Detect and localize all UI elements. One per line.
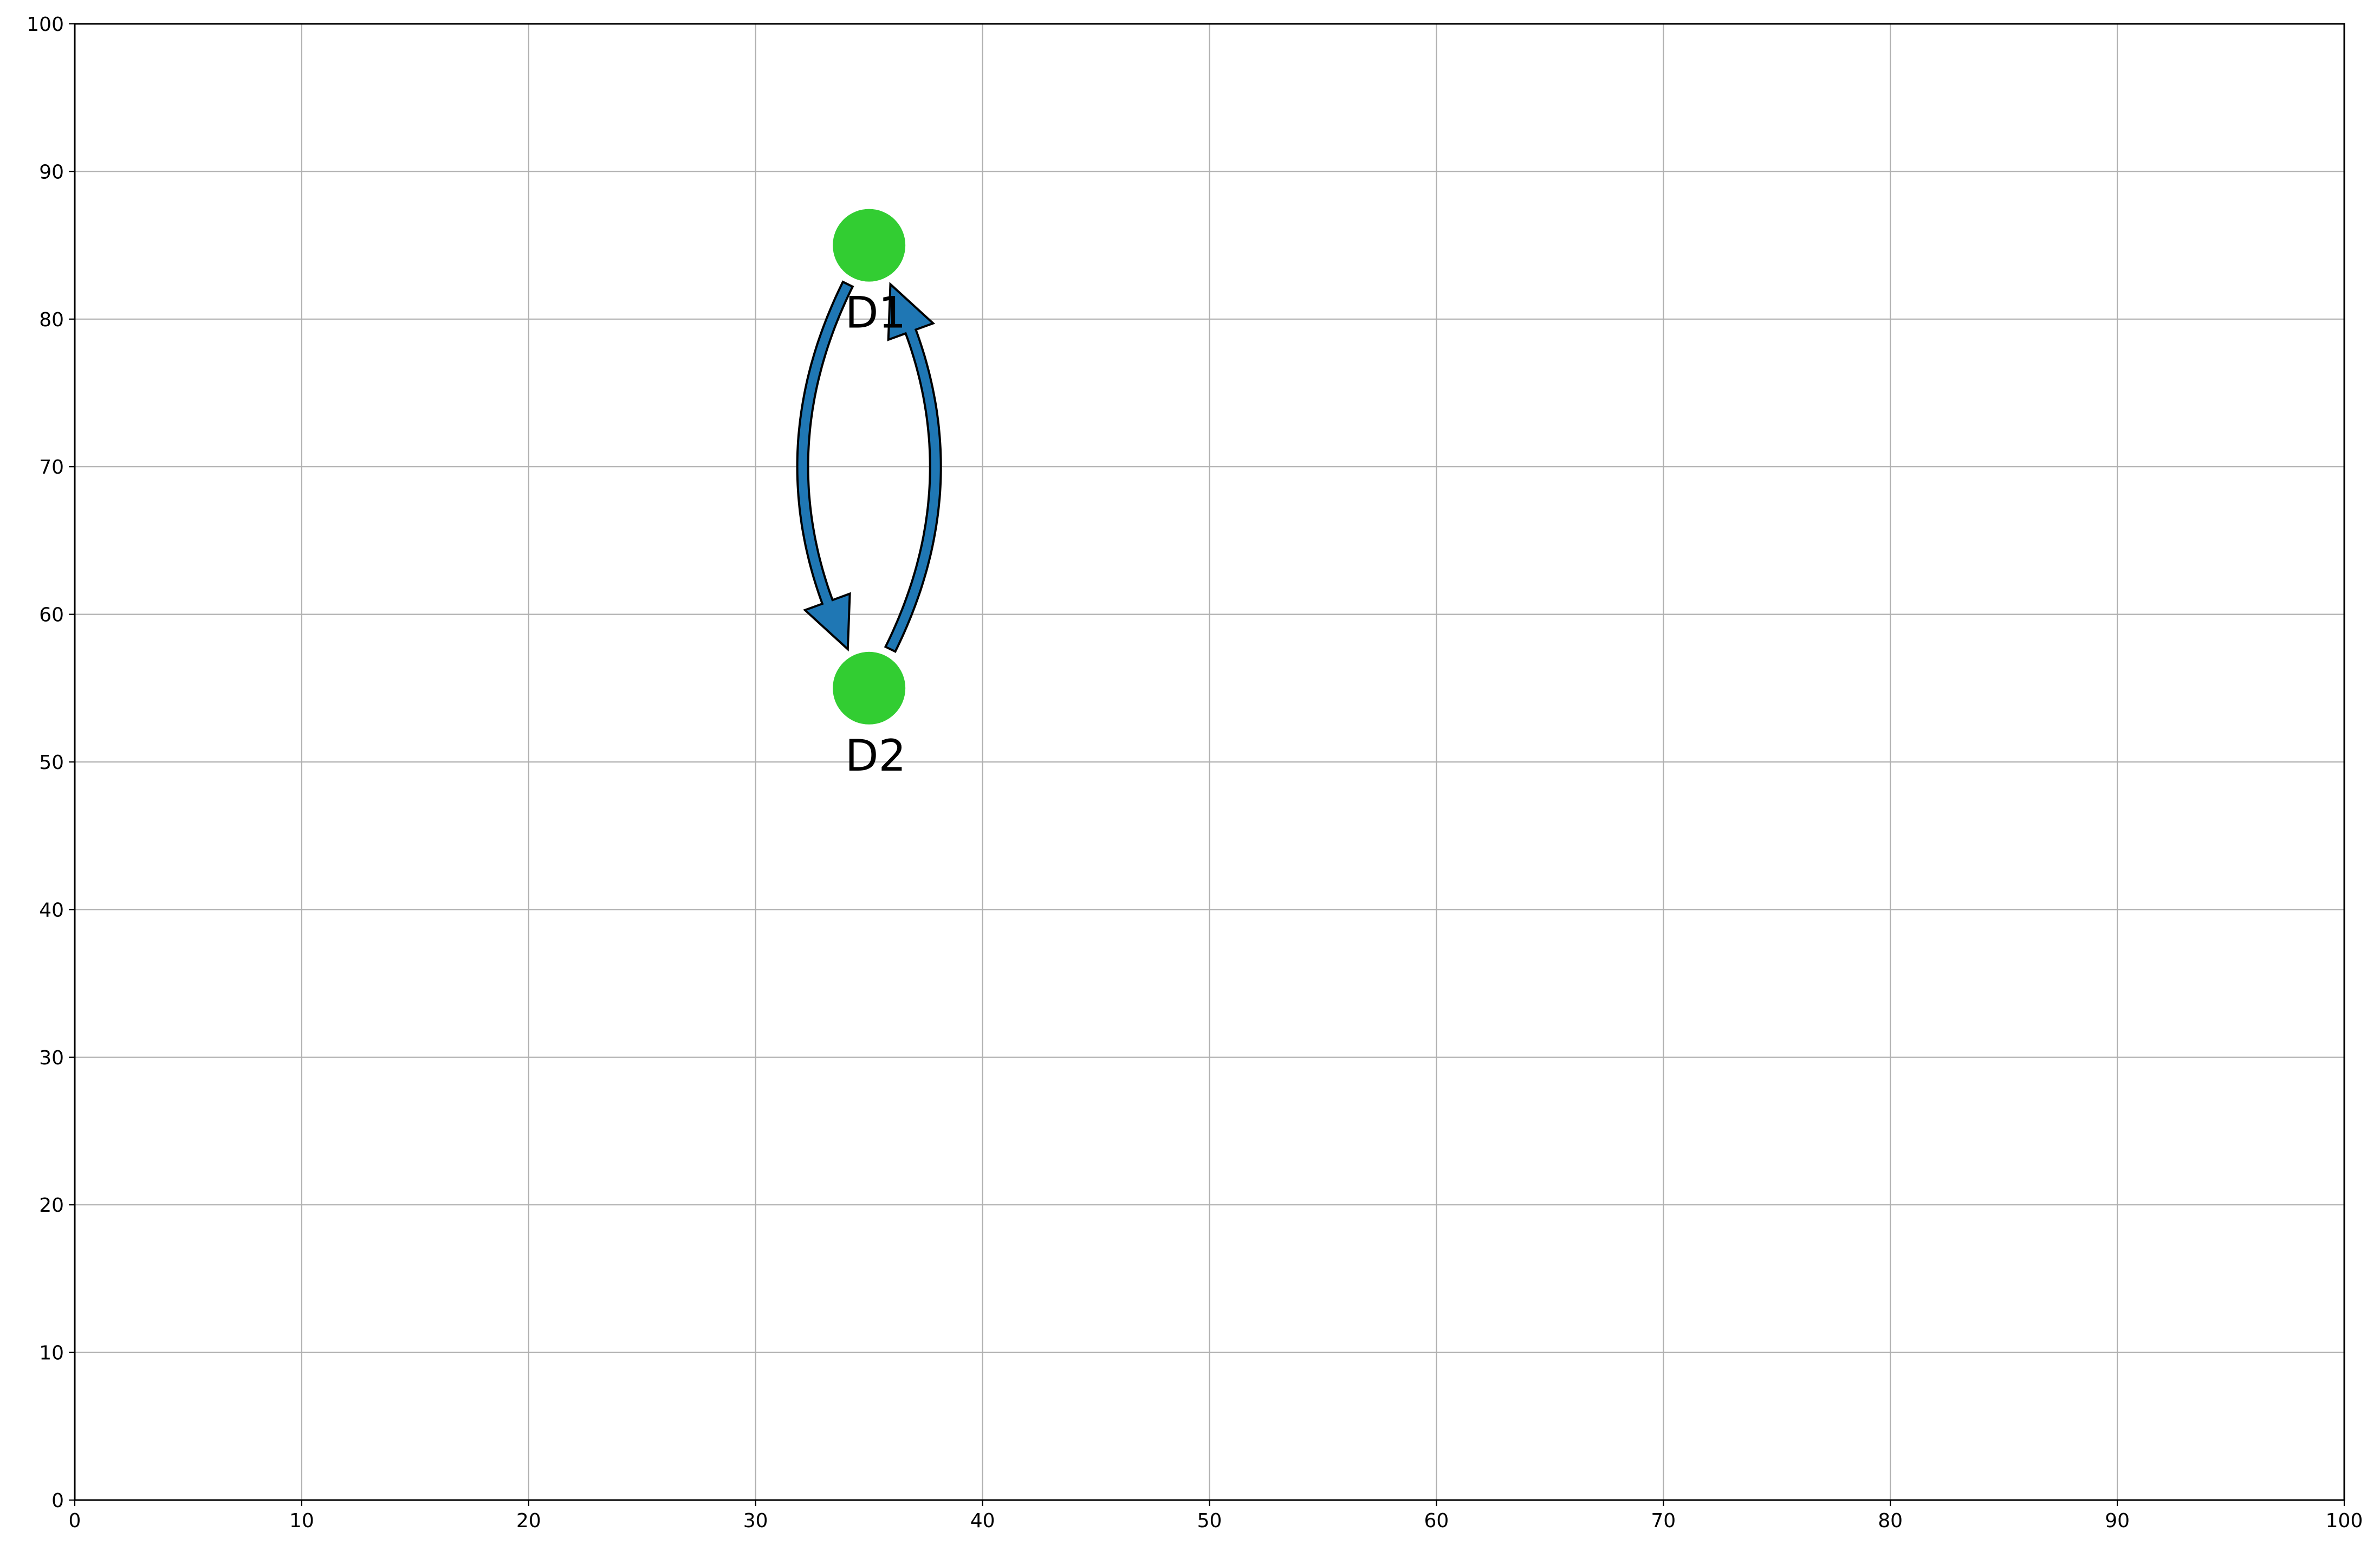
y-tick-label: 20	[39, 1194, 64, 1217]
x-tick-label: 30	[743, 1510, 768, 1532]
diagram-node-labels: D1 D2	[845, 288, 906, 781]
y-tick-label: 10	[39, 1342, 64, 1365]
edge-d2-to-d1	[884, 282, 942, 653]
y-tick-label: 40	[39, 899, 64, 921]
x-tick-label: 10	[289, 1510, 314, 1532]
y-tick-label: 100	[27, 14, 64, 36]
diagram-nodes	[833, 209, 906, 725]
x-tick-label: 20	[516, 1510, 541, 1532]
axis-ticks	[69, 23, 2345, 1506]
x-tick-label: 50	[1197, 1510, 1222, 1532]
x-tick-label: 80	[1878, 1510, 1903, 1532]
node-d2	[833, 651, 906, 725]
y-tick-label: 0	[51, 1490, 64, 1512]
y-tick-label: 90	[39, 161, 64, 183]
x-tick-labels: 0 10 20 30 40 50 60 70 80 90 100	[69, 1510, 2363, 1532]
node-label-d1: D1	[845, 288, 906, 338]
x-tick-label: 40	[970, 1510, 995, 1532]
node-d1	[833, 209, 906, 282]
node-label-d2: D2	[845, 731, 906, 781]
x-tick-label: 0	[69, 1510, 81, 1532]
y-tick-label: 60	[39, 604, 64, 626]
y-tick-label: 70	[39, 456, 64, 479]
x-tick-label: 90	[2105, 1510, 2130, 1532]
edge-d1-to-d2	[796, 280, 854, 652]
y-tick-label: 30	[39, 1047, 64, 1069]
x-tick-label: 60	[1424, 1510, 1449, 1532]
x-tick-label: 100	[2326, 1510, 2363, 1532]
diagram-edges	[796, 280, 942, 653]
y-tick-labels: 0 10 20 30 40 50 60 70 80 90 100	[27, 14, 64, 1512]
x-tick-label: 70	[1651, 1510, 1676, 1532]
y-tick-label: 80	[39, 309, 64, 331]
y-tick-label: 50	[39, 752, 64, 774]
